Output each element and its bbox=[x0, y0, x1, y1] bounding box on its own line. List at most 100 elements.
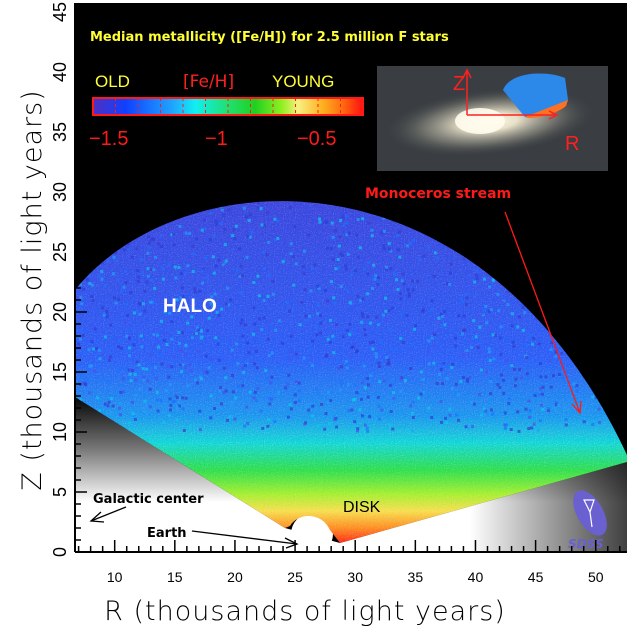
heatmap-pixel bbox=[214, 219, 218, 223]
heatmap-pixel bbox=[184, 231, 188, 235]
heatmap-pixel bbox=[325, 220, 329, 224]
heatmap-pixel bbox=[331, 257, 335, 261]
heatmap-pixel bbox=[91, 299, 95, 303]
heatmap-pixel bbox=[467, 426, 471, 430]
heatmap-pixel bbox=[329, 280, 333, 284]
heatmap-pixel bbox=[147, 241, 151, 245]
heatmap-pixel bbox=[339, 285, 343, 288]
heatmap-pixel bbox=[132, 311, 136, 315]
heatmap-pixel bbox=[511, 340, 515, 344]
heatmap-pixel bbox=[439, 368, 443, 371]
heatmap-pixel bbox=[432, 361, 436, 365]
heatmap-pixel bbox=[106, 259, 110, 263]
heatmap-pixel bbox=[101, 261, 105, 265]
heatmap-pixel bbox=[492, 357, 496, 361]
heatmap-pixel bbox=[191, 252, 195, 256]
heatmap-pixel bbox=[363, 333, 367, 337]
heatmap-pixel bbox=[144, 400, 148, 404]
heatmap-pixel bbox=[145, 280, 149, 284]
heatmap-pixel bbox=[361, 284, 364, 288]
heatmap-pixel bbox=[482, 277, 486, 281]
heatmap-pixel bbox=[489, 308, 493, 312]
heatmap-pixel bbox=[178, 225, 182, 229]
heatmap-pixel bbox=[236, 362, 240, 365]
heatmap-pixel bbox=[262, 250, 265, 254]
heatmap-pixel bbox=[349, 415, 353, 419]
heatmap-pixel bbox=[297, 399, 301, 403]
heatmap-pixel bbox=[445, 264, 449, 268]
heatmap-pixel bbox=[191, 297, 195, 301]
heatmap-pixel bbox=[141, 302, 145, 306]
heatmap-pixel bbox=[591, 395, 595, 399]
heatmap-pixel bbox=[108, 355, 112, 359]
heatmap-pixel bbox=[387, 242, 391, 246]
heatmap-pixel bbox=[308, 347, 312, 351]
heatmap-pixel bbox=[381, 350, 385, 353]
heatmap-pixel bbox=[298, 323, 302, 327]
heatmap-pixel bbox=[130, 255, 134, 259]
earth-label: Earth bbox=[147, 526, 187, 541]
heatmap-pixel bbox=[124, 319, 128, 323]
colorbar-old-label: OLD bbox=[95, 72, 130, 91]
heatmap-pixel bbox=[440, 382, 444, 386]
heatmap-pixel bbox=[356, 429, 359, 433]
heatmap-pixel bbox=[411, 288, 415, 292]
heatmap-pixel bbox=[328, 252, 332, 256]
heatmap-pixel bbox=[96, 396, 100, 400]
heatmap-pixel bbox=[411, 279, 414, 283]
heatmap-pixel bbox=[201, 269, 205, 273]
heatmap-pixel bbox=[279, 368, 282, 372]
heatmap-pixel bbox=[361, 217, 365, 221]
heatmap-pixel bbox=[248, 213, 252, 217]
heatmap-pixel bbox=[345, 366, 349, 370]
heatmap-pixel bbox=[98, 274, 102, 278]
heatmap-pixel bbox=[409, 241, 412, 245]
heatmap-pixel bbox=[118, 406, 121, 410]
heatmap-pixel bbox=[480, 413, 484, 417]
heatmap-pixel bbox=[406, 422, 410, 426]
heatmap-pixel bbox=[270, 375, 274, 379]
heatmap-pixel bbox=[382, 247, 386, 251]
heatmap-pixel bbox=[350, 251, 354, 255]
heatmap-pixel bbox=[539, 362, 542, 366]
heatmap-pixel bbox=[169, 408, 172, 412]
heatmap-pixel bbox=[512, 344, 516, 348]
heatmap-pixel bbox=[389, 410, 393, 414]
heatmap-pixel bbox=[188, 425, 192, 429]
heatmap-pixel bbox=[430, 416, 434, 419]
heatmap-pixel bbox=[291, 255, 295, 259]
heatmap-pixel bbox=[146, 251, 150, 255]
colorbar-title: [Fe/H] bbox=[183, 72, 234, 92]
heatmap-pixel bbox=[287, 373, 291, 377]
heatmap-pixel bbox=[525, 343, 529, 347]
heatmap-pixel bbox=[191, 270, 195, 273]
y-tick-label: 5 bbox=[50, 487, 70, 497]
heatmap-pixel bbox=[188, 232, 192, 236]
heatmap-pixel bbox=[242, 370, 246, 374]
heatmap-pixel bbox=[465, 296, 469, 300]
heatmap-pixel bbox=[100, 277, 104, 281]
heatmap-pixel bbox=[384, 267, 388, 271]
heatmap-pixel bbox=[466, 353, 470, 357]
heatmap-pixel bbox=[488, 350, 491, 354]
y-axis-title: Z (thousands of light years) bbox=[17, 89, 48, 490]
heatmap-pixel bbox=[387, 362, 391, 366]
heatmap-pixel bbox=[273, 420, 277, 424]
heatmap-pixel bbox=[252, 306, 256, 310]
heatmap-pixel bbox=[528, 409, 532, 413]
heatmap-pixel bbox=[332, 351, 336, 355]
heatmap-pixel bbox=[537, 342, 541, 346]
heatmap-pixel bbox=[147, 235, 150, 239]
heatmap-pixel bbox=[75, 312, 79, 316]
heatmap-pixel bbox=[399, 377, 403, 381]
heatmap-pixel bbox=[433, 251, 437, 255]
heatmap-pixel bbox=[417, 396, 421, 400]
heatmap-pixel bbox=[100, 270, 104, 274]
heatmap-pixel bbox=[320, 255, 324, 259]
heatmap-pixel bbox=[382, 229, 386, 233]
heatmap-pixel bbox=[594, 396, 598, 399]
heatmap-pixel bbox=[470, 346, 474, 349]
heatmap-pixel bbox=[517, 429, 521, 433]
heatmap-pixel bbox=[101, 353, 104, 357]
heatmap-pixel bbox=[209, 416, 213, 420]
